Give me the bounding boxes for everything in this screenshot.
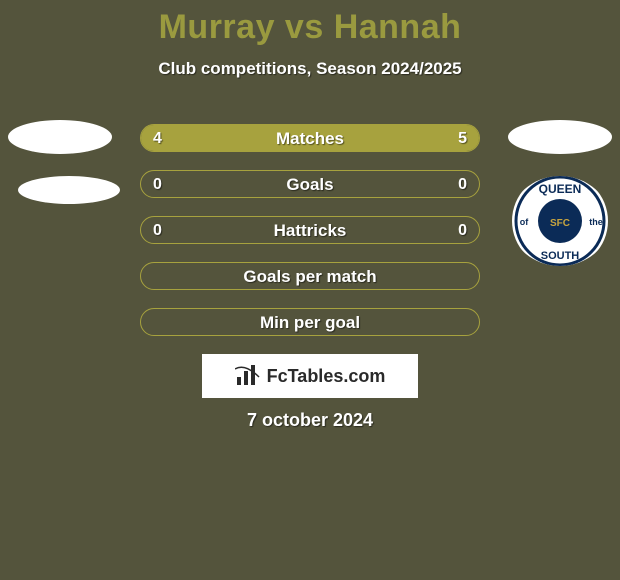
stat-row: Goals0 0 — [140, 170, 480, 198]
stat-value-left: 0 — [141, 171, 174, 198]
stat-label: Min per goal — [141, 309, 479, 335]
page-title: Murray vs Hannah — [0, 0, 620, 47]
stat-value-right: 0 — [446, 217, 479, 244]
left-club-badge-2 — [18, 176, 120, 204]
svg-text:SFC: SFC — [550, 218, 570, 229]
right-club-badge-2: QUEEN SOUTH of the SFC — [510, 176, 610, 266]
queen-of-south-crest-icon: QUEEN SOUTH of the SFC — [510, 176, 610, 266]
svg-text:of: of — [520, 217, 529, 227]
stat-value-left: 4 — [141, 125, 174, 152]
stat-label: Goals — [141, 171, 479, 197]
stat-row: Min per goal — [140, 308, 480, 336]
comparison-card: Murray vs Hannah Club competitions, Seas… — [0, 0, 620, 580]
stat-row: Matches4 5 — [140, 124, 480, 152]
right-club-badge-1 — [508, 120, 612, 154]
stat-value-left: 0 — [141, 217, 174, 244]
stat-value-right: 5 — [446, 125, 479, 152]
svg-text:the: the — [589, 217, 603, 227]
svg-text:SOUTH: SOUTH — [541, 250, 580, 262]
site-logo-text: FcTables.com — [267, 366, 386, 387]
stat-label: Matches — [141, 125, 479, 151]
stat-rows: Matches45Goals00Hattricks00Goals per mat… — [140, 124, 480, 354]
subtitle: Club competitions, Season 2024/2025 — [0, 59, 620, 79]
stat-row: Goals per match — [140, 262, 480, 290]
bar-chart-icon — [235, 365, 261, 387]
svg-text:QUEEN: QUEEN — [539, 182, 582, 196]
snapshot-date: 7 october 2024 — [0, 410, 620, 431]
stat-row: Hattricks0 0 — [140, 216, 480, 244]
stat-label: Goals per match — [141, 263, 479, 289]
stat-value-right: 0 — [446, 171, 479, 198]
left-club-badge-1 — [8, 120, 112, 154]
stat-label: Hattricks — [141, 217, 479, 243]
site-logo[interactable]: FcTables.com — [202, 354, 418, 398]
